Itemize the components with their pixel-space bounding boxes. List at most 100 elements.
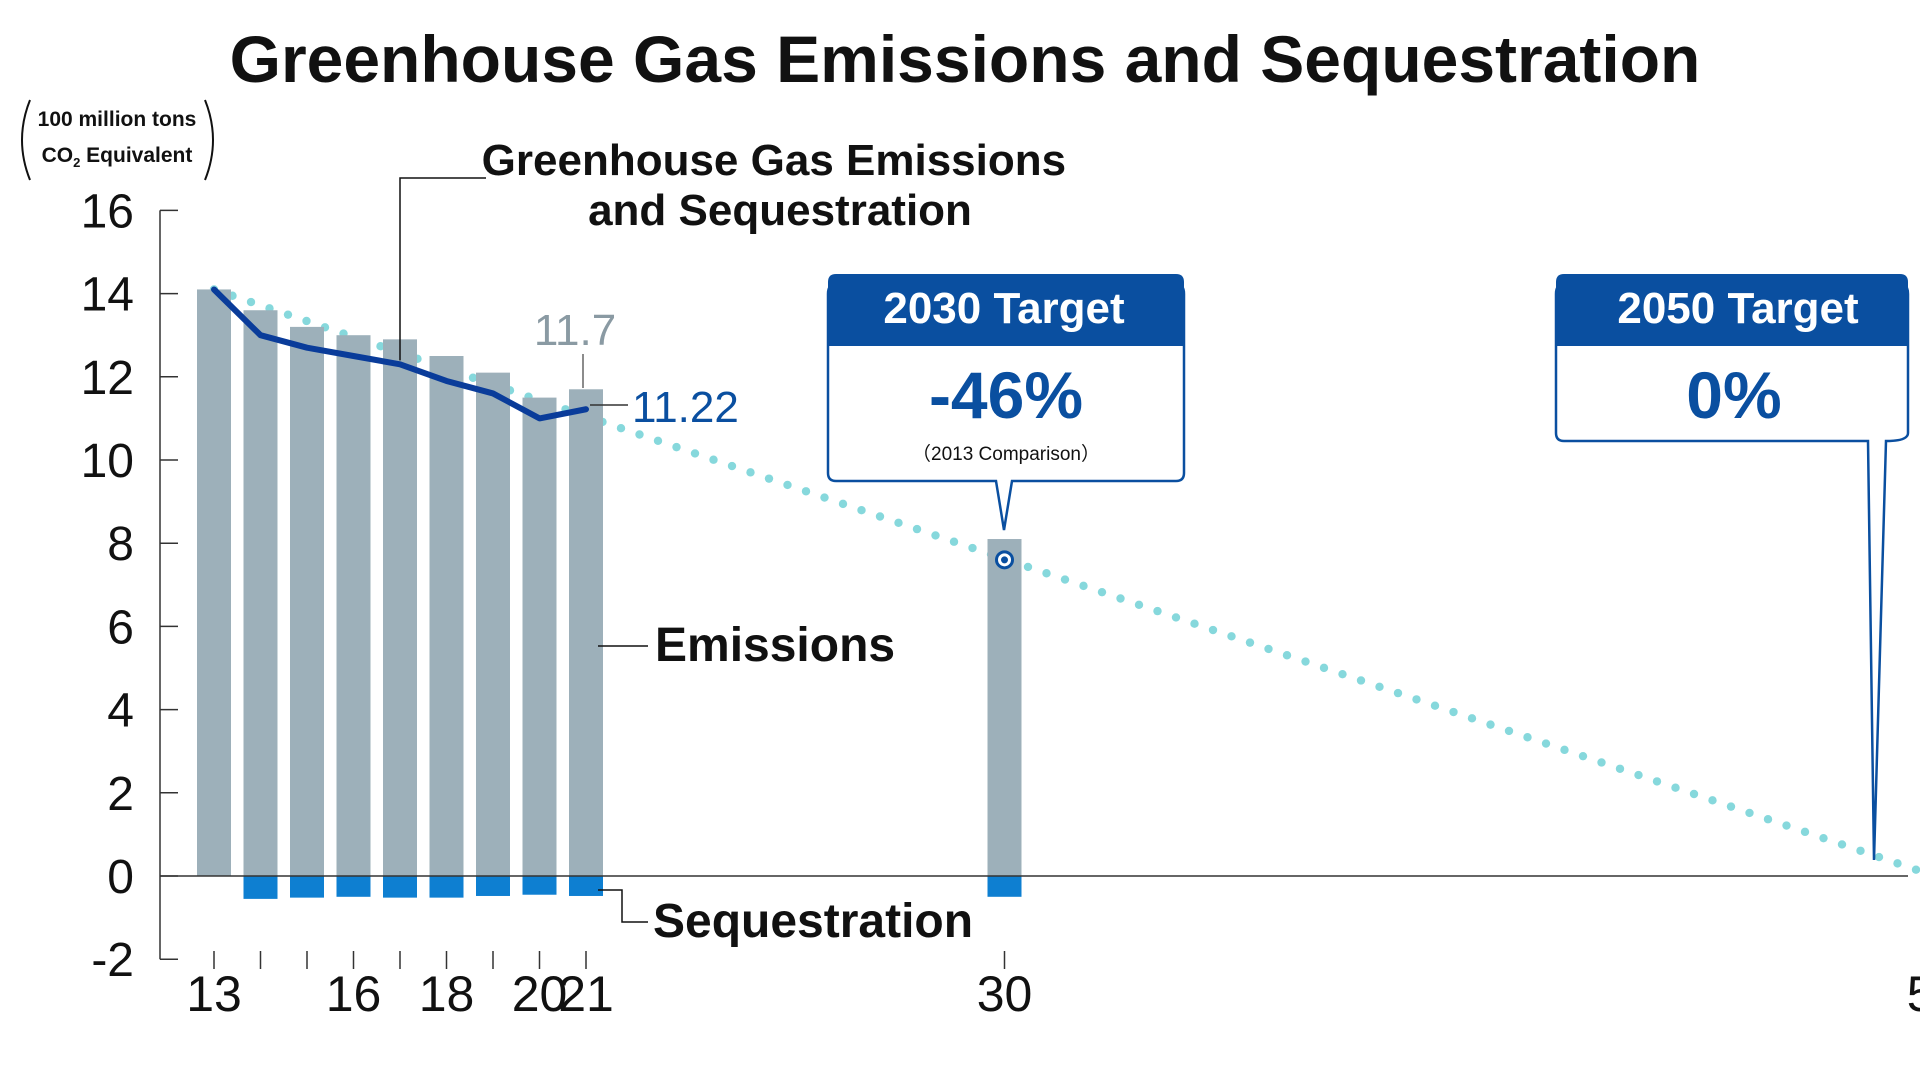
trend-dot [1893,859,1902,868]
trend-dot [1504,726,1514,736]
trend-dot [838,499,848,509]
trend-dot [635,430,644,439]
unit-subscript: 2 [73,155,80,170]
y-tick-label: 4 [107,685,134,738]
callout-2030-value: -46% [929,358,1083,432]
y-tick-label: 14 [81,269,134,322]
trend-dot [690,449,700,458]
trend-dot [1356,676,1366,685]
trend-dot [672,442,681,452]
sequestration-bar [987,876,1022,897]
value-21-net: 11.22 [590,383,739,432]
trend-dot [1486,720,1495,729]
trend-dot [1800,827,1810,837]
trend-dot [1430,701,1440,710]
chart-title: Greenhouse Gas Emissions and Sequestrati… [230,22,1701,96]
value-21-emissions: 11.7 [534,306,616,388]
trend-dot [1652,777,1662,786]
x-tick-label: 16 [326,966,382,1022]
trend-dot [1523,733,1532,742]
sequestration-leader [598,889,648,923]
callout-2030-header: 2030 Target [883,284,1125,333]
trend-dot [1227,632,1236,641]
y-tick-label: 2 [107,768,134,821]
callout-2030: 2030 Target -46% （2013 Comparison） [826,274,1186,531]
trend-dot [746,468,755,477]
trend-dot [1689,789,1699,799]
trend-dot [894,518,903,528]
emission-bar [336,335,371,876]
trend-dot [1763,815,1773,824]
trend-dot [1597,758,1606,767]
x-tick-label: 13 [186,966,242,1022]
x-tick-label: 18 [419,966,475,1022]
trend-dot [1578,751,1588,761]
emission-bar [569,389,603,876]
trend-dot [1412,695,1421,704]
trend-dot [1615,764,1625,773]
sequestration-bar [336,876,371,897]
x-tick-label: 30 [977,966,1033,1022]
trend-dot [875,512,885,521]
unit-label-line1: 100 million tons [38,108,197,131]
line-series-annotation: Greenhouse Gas Emissions and Sequestrati… [399,136,1079,361]
emission-bar [522,397,557,876]
trend-dot [709,455,718,464]
emission-bar [429,356,464,876]
unit-label: 100 million tons CO2 Equivalent [21,99,214,181]
y-tick-label: 6 [107,601,134,654]
line-series-label: Greenhouse Gas Emissions and Sequestrati… [482,136,1079,235]
trend-dot [468,373,478,382]
trend-dot [653,436,663,446]
trend-dot [1911,865,1920,874]
target-marker-dot [1001,556,1008,564]
trend-dot [1282,651,1292,660]
x-tick-label: 50 [1907,966,1920,1022]
trend-dot [1467,714,1477,723]
trend-dot [1874,852,1884,862]
y-tick-label: 12 [81,352,134,405]
trend-dot [1171,613,1181,622]
trend-dot [1060,575,1070,584]
sequestration-bar [429,876,464,898]
emission-bar [243,310,278,876]
trend-dot [616,423,626,433]
net-emissions-line [211,286,589,422]
trend-dot [783,480,792,490]
y-axis: -2 0 2 4 6 8 10 12 14 16 [81,185,178,987]
emission-bar [987,539,1022,876]
x-tick-label: 20 [512,966,568,1022]
trend-dot [912,524,922,534]
sequestration-annotation: Sequestration [598,889,973,948]
trend-dot [1264,644,1273,654]
target-2030-marker [995,550,1014,570]
trend-dot [1245,638,1255,647]
trend-dot [1301,657,1310,666]
unit-paren-left [21,99,31,181]
trend-dot [1560,745,1569,755]
trend-dot [1208,625,1218,635]
trend-dot [1856,846,1865,855]
sequestration-bar [383,876,417,898]
y-tick-label: 10 [81,435,134,488]
trend-dot [1097,587,1107,597]
trend-dot [1837,840,1847,849]
trend-dot [1541,739,1551,748]
trend-dot [949,537,959,546]
callout-2050-header-bg [1556,274,1908,346]
unit-paren-right [204,99,214,181]
value-21-emissions-label: 11.7 [534,306,616,355]
line-series-label-line2: and Sequestration [588,186,972,235]
trend-dot [1745,808,1754,818]
y-tick-label: 16 [81,185,134,238]
trend-dot [1393,688,1403,698]
line-series-leader [399,177,486,361]
callout-2030-header-bg [828,274,1184,346]
trend-dot [1116,594,1125,603]
trend-dot [1819,833,1828,843]
trend-dot [1134,600,1144,609]
trend-dot [1338,669,1347,679]
